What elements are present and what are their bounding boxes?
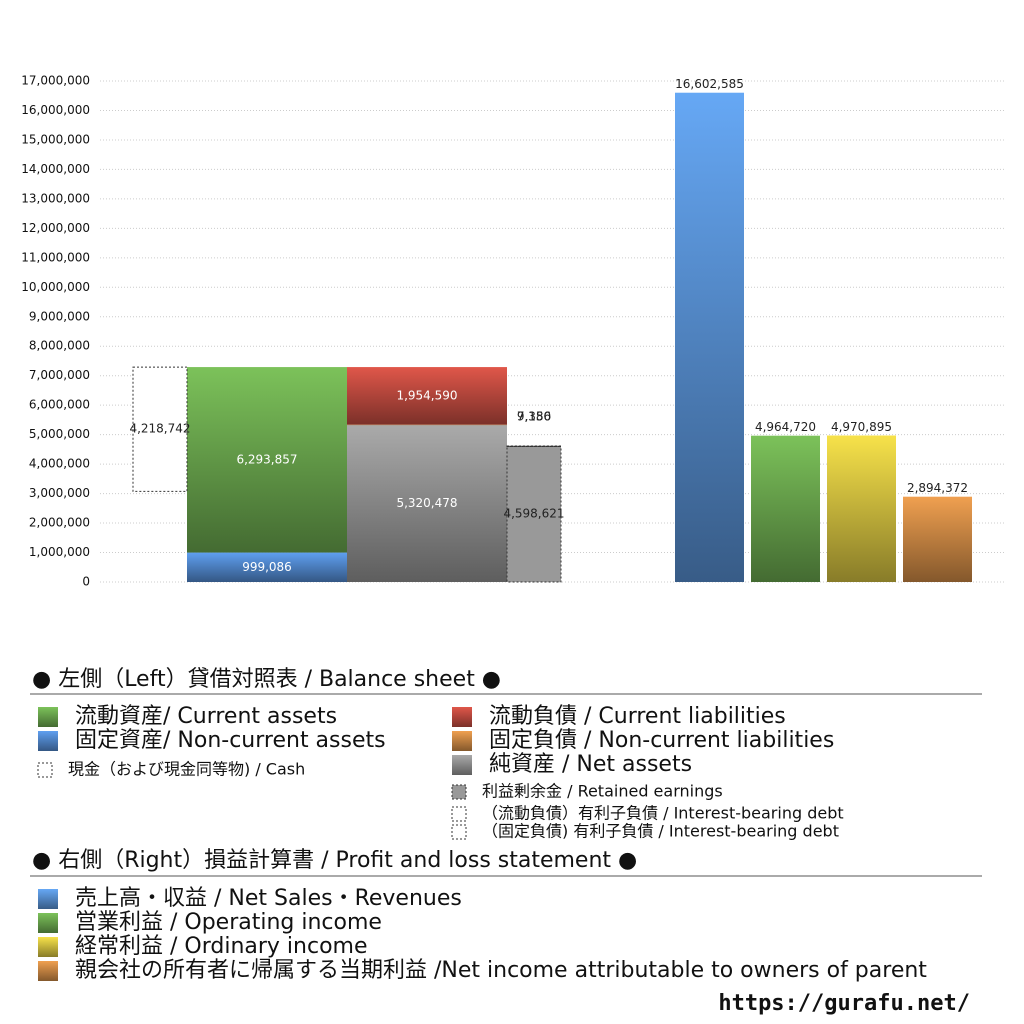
value-label: 2,894,372 bbox=[907, 481, 968, 495]
legend-label: 営業利益 / Operating income bbox=[75, 910, 382, 935]
value-label: 6,293,857 bbox=[236, 452, 297, 466]
y-tick-label: 6,000,000 bbox=[29, 398, 90, 412]
value-label: 4,598,621 bbox=[503, 507, 564, 521]
legend-heading: ● 左側（Left）貸借対照表 / Balance sheet ● bbox=[32, 667, 501, 692]
legend-swatch bbox=[451, 824, 467, 840]
bar bbox=[751, 435, 820, 582]
legend-swatch bbox=[452, 731, 472, 751]
bar bbox=[347, 425, 507, 582]
bar bbox=[675, 92, 744, 583]
y-tick-label: 9,000,000 bbox=[29, 309, 90, 323]
y-tick-label: 2,000,000 bbox=[29, 516, 90, 530]
y-tick-label: 1,000,000 bbox=[29, 545, 90, 559]
legend-label: 純資産 / Net assets bbox=[489, 752, 692, 777]
y-tick-label: 4,000,000 bbox=[29, 457, 90, 471]
bar bbox=[187, 552, 347, 582]
y-tick-label: 8,000,000 bbox=[29, 339, 90, 353]
y-tick-label: 5,000,000 bbox=[29, 427, 90, 441]
legend-label: （流動負債）有利子負債 / Interest-bearing debt bbox=[482, 804, 844, 823]
legend-label: 流動負債 / Current liabilities bbox=[489, 704, 786, 729]
value-label: 4,218,742 bbox=[129, 422, 190, 436]
legend-swatch bbox=[451, 806, 467, 822]
value-label: 1,954,590 bbox=[396, 388, 457, 402]
y-tick-label: 0 bbox=[82, 575, 90, 589]
value-label: 4,964,720 bbox=[755, 420, 816, 434]
legend-label: 現金（および現金同等物) / Cash bbox=[68, 760, 305, 779]
legend-label: 利益剰余金 / Retained earnings bbox=[482, 782, 723, 801]
y-tick-label: 11,000,000 bbox=[21, 250, 90, 264]
value-label: 999,086 bbox=[242, 560, 292, 574]
legend-label: 売上高・収益 / Net Sales・Revenues bbox=[75, 886, 462, 911]
legend-swatch bbox=[38, 937, 58, 957]
bar bbox=[347, 424, 507, 426]
bar bbox=[506, 445, 562, 583]
legend-label: 固定負債 / Non-current liabilities bbox=[489, 728, 834, 753]
y-tick-label: 12,000,000 bbox=[21, 221, 90, 235]
y-tick-label: 17,000,000 bbox=[21, 74, 90, 88]
source: https://gurafu.net/ bbox=[718, 991, 970, 1016]
legend-swatch bbox=[452, 707, 472, 727]
legend-swatch bbox=[38, 913, 58, 933]
value-label: 5,320,478 bbox=[396, 496, 457, 510]
bar bbox=[903, 496, 972, 582]
legend-label: 親会社の所有者に帰属する当期利益 /Net income attributabl… bbox=[75, 958, 927, 983]
legend-label: 経常利益 / Ordinary income bbox=[75, 934, 368, 959]
value-label: 7,186 bbox=[517, 410, 551, 424]
legend-swatch bbox=[451, 784, 467, 800]
y-tick-label: 14,000,000 bbox=[21, 162, 90, 176]
y-tick-label: 3,000,000 bbox=[29, 486, 90, 500]
legend-heading: ● 右側（Right）損益計算書 / Profit and loss state… bbox=[32, 848, 637, 873]
bar bbox=[347, 367, 507, 425]
legend-label: 流動資産/ Current assets bbox=[75, 704, 337, 729]
y-tick-label: 7,000,000 bbox=[29, 368, 90, 382]
legend-swatch bbox=[38, 731, 58, 751]
legend-swatch bbox=[38, 889, 58, 909]
value-label: 9,350 bbox=[517, 410, 551, 424]
bar bbox=[187, 367, 347, 553]
bar bbox=[827, 435, 896, 582]
value-label: 4,970,895 bbox=[831, 420, 892, 434]
y-tick-label: 16,000,000 bbox=[21, 103, 90, 117]
legend-swatch bbox=[38, 707, 58, 727]
y-tick-label: 10,000,000 bbox=[21, 280, 90, 294]
legend-label: 固定資産/ Non-current assets bbox=[75, 728, 386, 753]
bar bbox=[132, 366, 188, 492]
legend-label: （固定負債) 有利子負債 / Interest-bearing debt bbox=[482, 822, 839, 841]
y-tick-label: 15,000,000 bbox=[21, 132, 90, 146]
y-tick-label: 13,000,000 bbox=[21, 191, 90, 205]
legend-swatch bbox=[38, 961, 58, 981]
legend-swatch bbox=[37, 762, 53, 778]
value-label: 16,602,585 bbox=[675, 77, 744, 91]
legend-swatch bbox=[452, 755, 472, 775]
